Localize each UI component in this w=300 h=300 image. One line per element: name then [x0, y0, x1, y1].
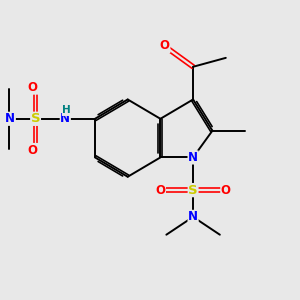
Text: O: O [155, 184, 165, 196]
Text: N: N [5, 112, 15, 125]
Text: O: O [28, 143, 38, 157]
Text: N: N [188, 210, 198, 224]
Text: H: H [62, 106, 71, 116]
Text: O: O [221, 184, 231, 196]
Text: S: S [31, 112, 40, 125]
Text: O: O [28, 81, 38, 94]
Text: O: O [160, 40, 170, 52]
Text: N: N [188, 151, 198, 164]
Text: N: N [60, 112, 70, 125]
Text: S: S [188, 184, 198, 196]
